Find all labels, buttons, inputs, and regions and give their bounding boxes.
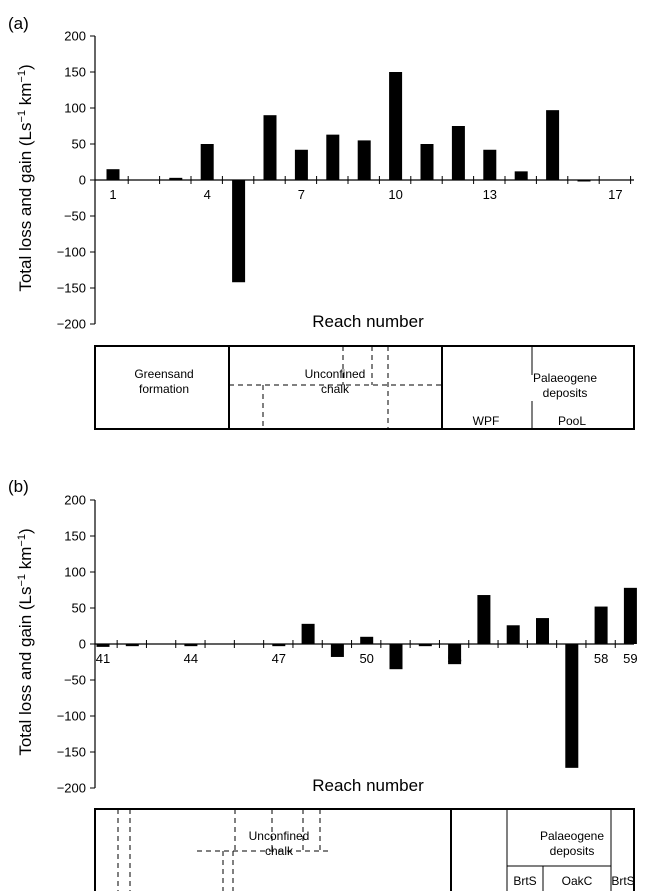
geology-unit-label: Unconfined chalk bbox=[305, 367, 366, 396]
panel-b-x-tick-labels: 41 44 47 50 53 58 59 bbox=[96, 651, 638, 666]
panel-b-geology-labels: Unconfined chalk Palaeogene deposits bbox=[249, 829, 605, 858]
bar bbox=[389, 72, 403, 180]
bar bbox=[506, 625, 520, 644]
bar bbox=[294, 149, 308, 180]
y-tick-label: −100 bbox=[57, 709, 86, 724]
bar bbox=[594, 606, 608, 644]
bar bbox=[232, 180, 246, 283]
y-tick-label: −50 bbox=[64, 209, 86, 224]
y-tick-label: 200 bbox=[64, 493, 86, 508]
bar bbox=[451, 126, 465, 180]
y-tick-label: −150 bbox=[57, 745, 86, 760]
x-tick-label: 59 bbox=[623, 651, 637, 666]
panel-a-bars bbox=[106, 72, 591, 283]
y-tick-label: −200 bbox=[57, 781, 86, 796]
panel-a-label: (a) bbox=[8, 14, 29, 33]
y-tick-label: 0 bbox=[79, 173, 86, 188]
y-tick-label: 150 bbox=[64, 529, 86, 544]
geology-subunit-label: BrtS bbox=[611, 874, 634, 888]
bar bbox=[565, 644, 579, 768]
y-tick-label: −50 bbox=[64, 673, 86, 688]
y-tick-label: 150 bbox=[64, 65, 86, 80]
bar bbox=[125, 644, 139, 647]
panel-b-y-axis-title: Total loss and gain (Ls−1 km−1) bbox=[16, 528, 35, 755]
bar bbox=[330, 644, 344, 657]
x-tick-label: 17 bbox=[608, 187, 622, 202]
bar bbox=[357, 140, 371, 180]
panel-a-geology-strip: Greensand formation Unconfined chalk Palaeog… bbox=[94, 345, 635, 430]
bar bbox=[577, 180, 591, 182]
y-tick-label: 50 bbox=[72, 137, 86, 152]
panel-a-x-axis-title: Reach number bbox=[312, 312, 424, 331]
x-tick-label: 41 bbox=[96, 651, 110, 666]
x-tick-label: 44 bbox=[184, 651, 198, 666]
x-tick-label: 50 bbox=[359, 651, 373, 666]
bar bbox=[360, 636, 374, 644]
bar bbox=[184, 644, 198, 647]
geology-unit-label: Greensand formation bbox=[134, 367, 193, 396]
panel-a-x-tick-labels: 1 4 7 10 13 17 bbox=[109, 187, 622, 202]
panel-a-y-tick-labels: 200 150 100 50 0 −50 −100 −150 −200 bbox=[57, 29, 86, 332]
geology-subunit-label: OakC bbox=[562, 874, 593, 888]
y-tick-label: 0 bbox=[79, 637, 86, 652]
bar bbox=[536, 618, 549, 644]
panel-a-geology-labels: Greensand formation Unconfined chalk Palaeog… bbox=[134, 367, 597, 400]
y-tick-label: 200 bbox=[64, 29, 86, 44]
geology-unit-label: Palaeogene deposits bbox=[540, 829, 604, 858]
panel-a-geology-sublabels: WPF PooL bbox=[473, 414, 587, 428]
bar bbox=[448, 644, 462, 665]
bar bbox=[326, 134, 340, 180]
y-tick-label: 100 bbox=[64, 101, 86, 116]
panel-b-x-axis-title: Reach number bbox=[312, 776, 424, 795]
panel-b-geology-strip: Unconfined chalk Palaeogene deposits BrtS Oa… bbox=[94, 808, 635, 891]
y-tick-label: 50 bbox=[72, 601, 86, 616]
bar bbox=[263, 115, 277, 180]
bar bbox=[169, 177, 183, 180]
y-tick-label: −200 bbox=[57, 317, 86, 332]
geology-subunit-label: WPF bbox=[473, 414, 500, 428]
bar bbox=[389, 644, 403, 670]
bar bbox=[623, 587, 637, 644]
panel-b-y-tick-labels: 200 150 100 50 0 −50 −100 −150 −200 bbox=[57, 493, 86, 796]
bar bbox=[200, 144, 214, 180]
x-tick-label: 4 bbox=[204, 187, 211, 202]
panel-a-axes bbox=[90, 35, 634, 325]
bar bbox=[106, 169, 120, 180]
geology-subunit-label: BrtS bbox=[513, 874, 536, 888]
geology-subunit-label: PooL bbox=[558, 414, 586, 428]
panel-b-geology-sublabels: BrtS OakC BrtS bbox=[513, 874, 634, 888]
bar bbox=[96, 644, 110, 647]
bar bbox=[418, 644, 432, 647]
y-tick-label: 100 bbox=[64, 565, 86, 580]
bar bbox=[514, 171, 528, 180]
y-tick-label: −150 bbox=[57, 281, 86, 296]
panel-b-chalk-fault-lines bbox=[117, 809, 330, 891]
panel-a-y-axis-title: Total loss and gain (Ls−1 km−1) bbox=[16, 64, 35, 291]
bar bbox=[546, 110, 560, 180]
geology-unit-label: Palaeogene deposits bbox=[533, 371, 597, 400]
y-tick-label: −100 bbox=[57, 245, 86, 260]
x-tick-label: 58 bbox=[594, 651, 608, 666]
x-tick-label: 53 bbox=[447, 651, 461, 666]
x-tick-label: 1 bbox=[109, 187, 116, 202]
bar bbox=[483, 149, 497, 180]
bar bbox=[420, 144, 434, 180]
panel-b-label: (b) bbox=[8, 477, 29, 496]
bar bbox=[301, 623, 315, 644]
bar bbox=[272, 644, 286, 647]
x-tick-label: 7 bbox=[298, 187, 305, 202]
x-tick-label: 10 bbox=[388, 187, 402, 202]
panel-b-bars bbox=[96, 587, 637, 768]
x-tick-label: 47 bbox=[272, 651, 286, 666]
x-tick-label: 13 bbox=[483, 187, 497, 202]
geology-unit-label: Unconfined chalk bbox=[249, 829, 310, 858]
bar bbox=[477, 595, 491, 644]
panel-a-chalk-fault-lines bbox=[229, 346, 442, 429]
panel-b: (b) 200 150 100 50 0 −50 −100 −150 −200 41 44 47 50… bbox=[8, 477, 638, 891]
